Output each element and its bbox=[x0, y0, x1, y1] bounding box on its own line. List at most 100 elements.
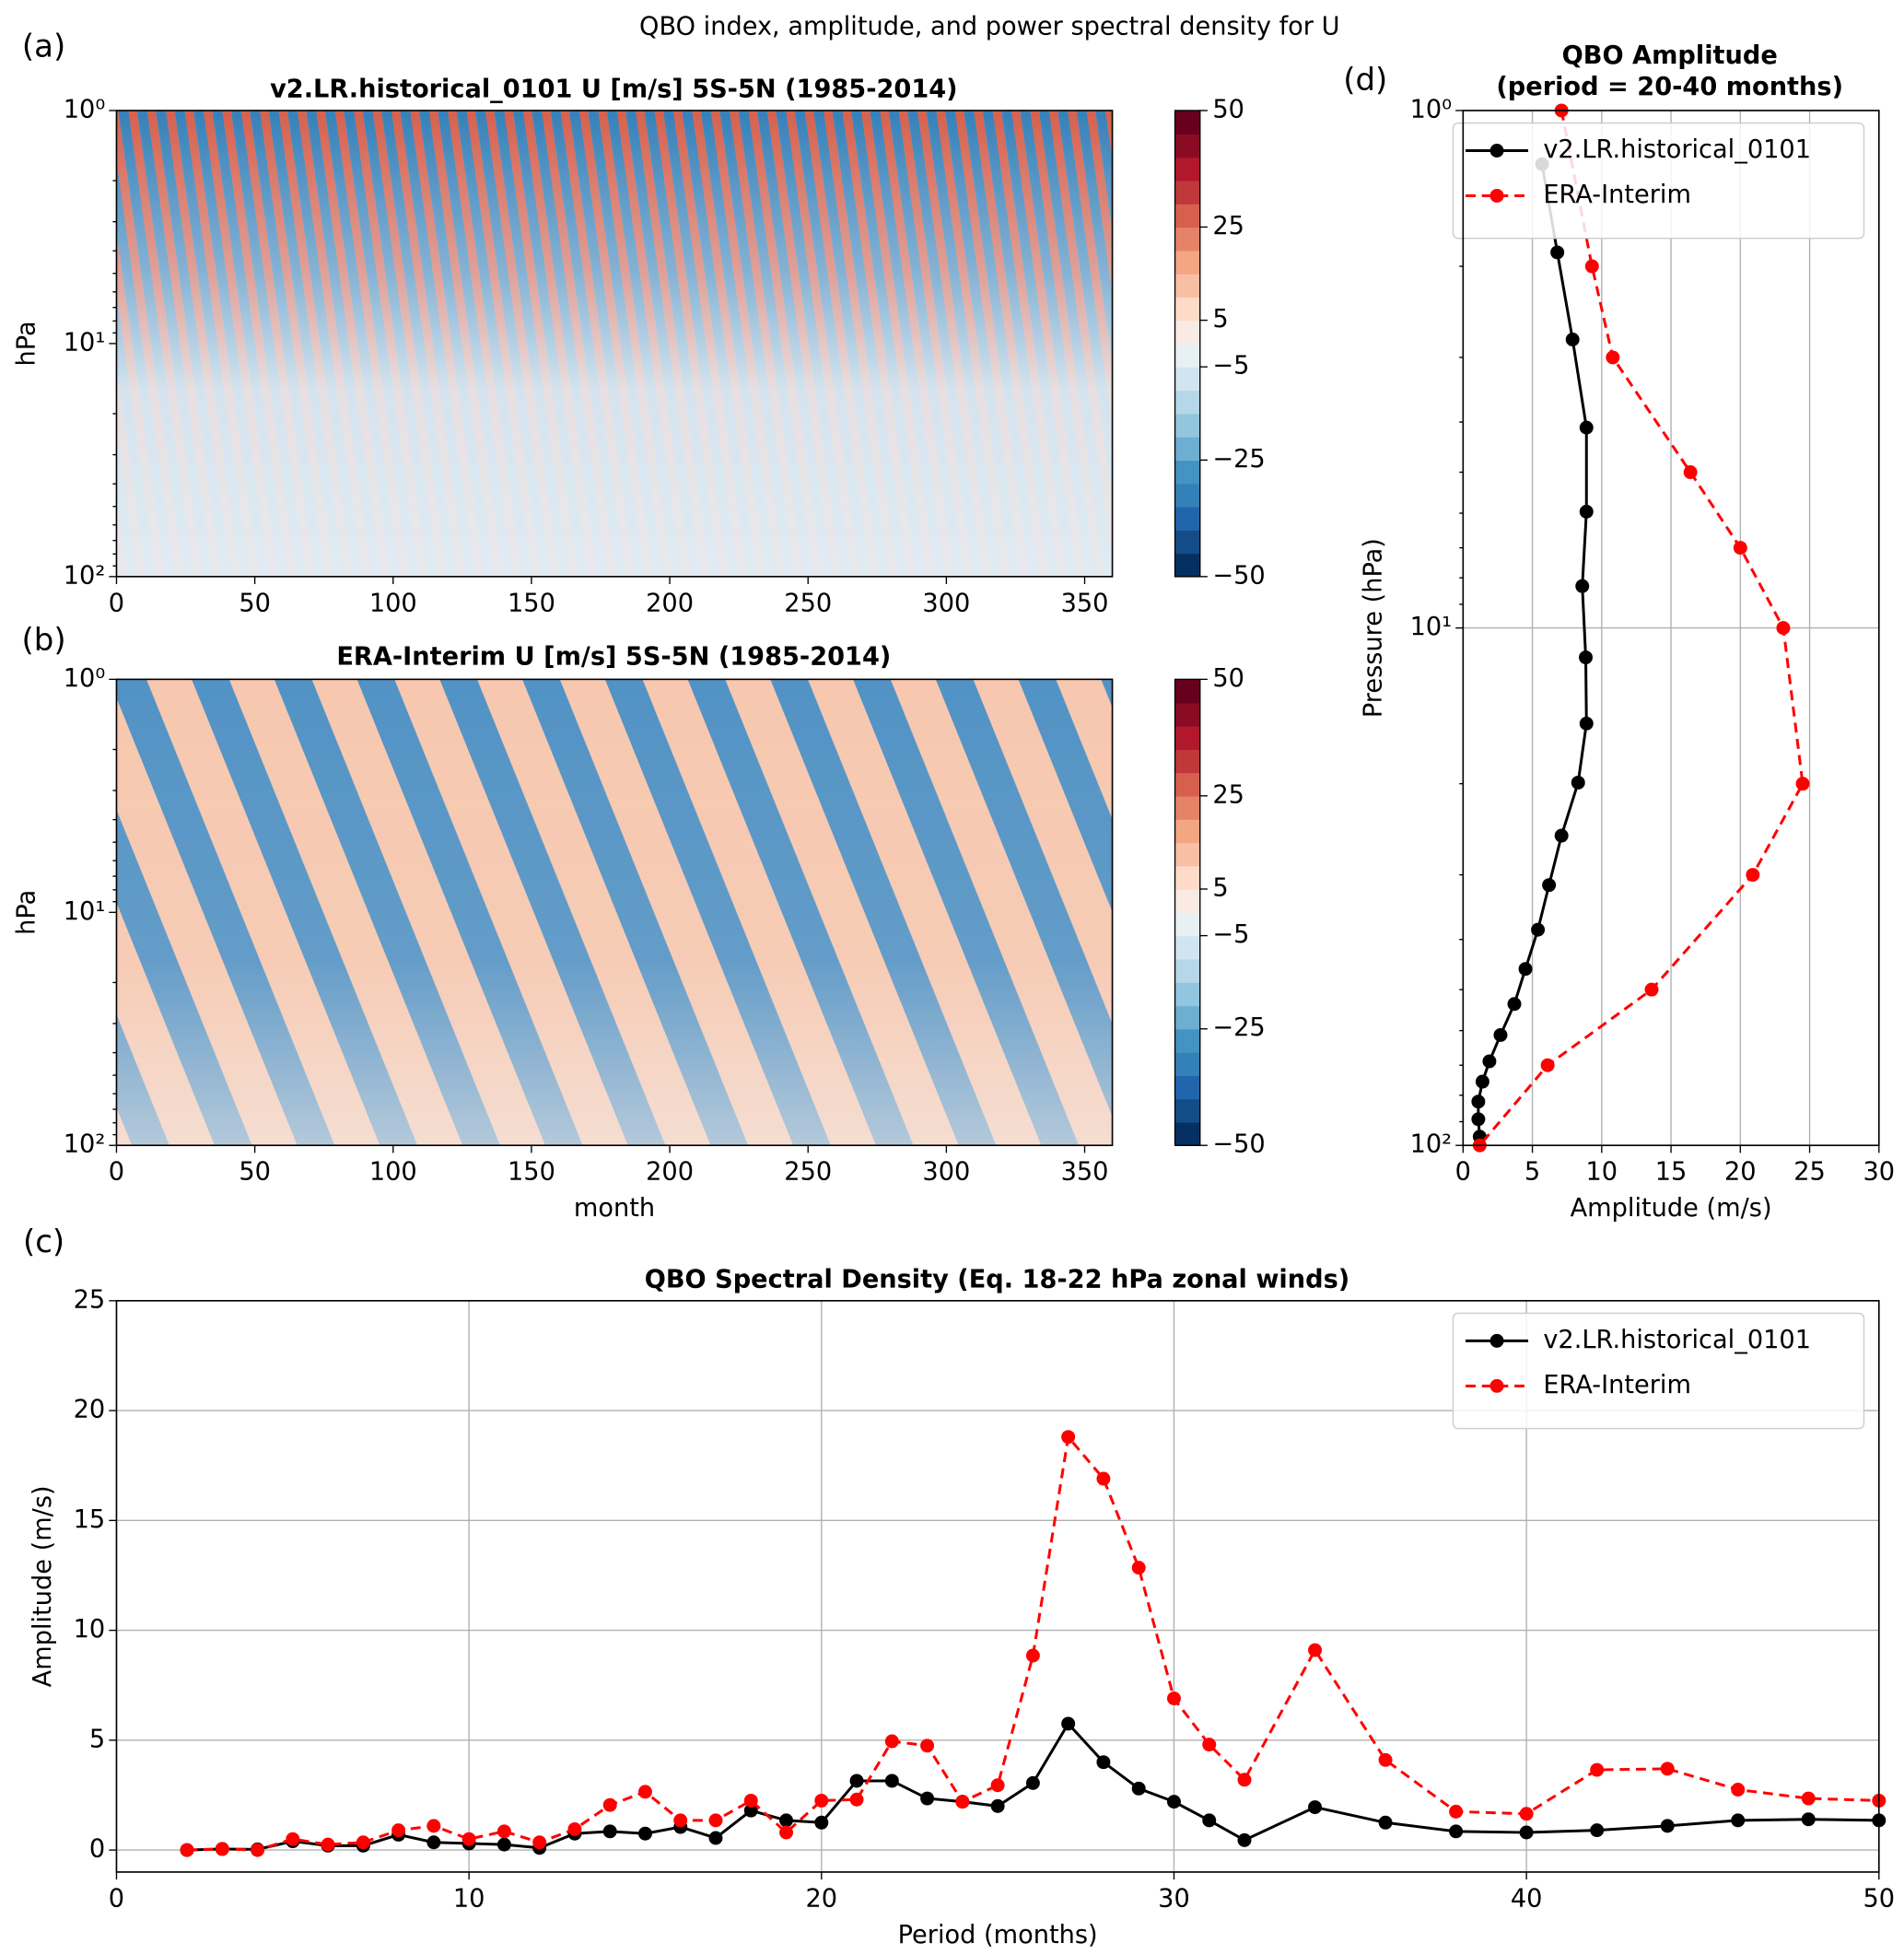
axes-frame bbox=[115, 110, 1114, 578]
x-tick-label: 10 bbox=[1586, 1158, 1618, 1187]
data-point bbox=[637, 1785, 652, 1799]
colorbar-band bbox=[1174, 390, 1200, 415]
colorbar-band bbox=[1174, 553, 1200, 578]
data-point bbox=[637, 1826, 652, 1841]
y-tick-label: 10² bbox=[1410, 1130, 1453, 1159]
data-point bbox=[1579, 504, 1594, 519]
data-point bbox=[1378, 1752, 1393, 1767]
field-shading bbox=[116, 110, 1113, 577]
data-point bbox=[1554, 828, 1569, 843]
data-point bbox=[1731, 1813, 1746, 1828]
chart-title: v2.LR.historical_0101 U [m/s] 5S-5N (198… bbox=[270, 76, 958, 104]
colorbar-band bbox=[1174, 958, 1200, 983]
colorbar-band bbox=[1174, 297, 1200, 322]
chart-title: QBO Spectral Density (Eq. 18-22 hPa zona… bbox=[645, 1266, 1349, 1294]
data-point bbox=[1131, 1561, 1146, 1575]
data-point bbox=[1746, 868, 1760, 883]
data-point bbox=[1565, 332, 1580, 346]
x-tick-label: 300 bbox=[922, 1158, 970, 1187]
colorbar-tick-label: 5 bbox=[1212, 873, 1228, 902]
legend-label: ERA-Interim bbox=[1543, 181, 1691, 209]
data-point bbox=[1471, 1112, 1486, 1127]
colorbar-band bbox=[1174, 865, 1200, 890]
data-point bbox=[1378, 1815, 1393, 1830]
data-point bbox=[1644, 982, 1659, 997]
data-point bbox=[496, 1837, 511, 1852]
y-tick-label: 25 bbox=[74, 1285, 106, 1314]
colorbar-band bbox=[1174, 935, 1200, 960]
x-tick-label: 200 bbox=[646, 589, 694, 617]
data-point bbox=[1550, 245, 1565, 260]
y-axis-label: hPa bbox=[12, 321, 41, 366]
colorbar-band bbox=[1174, 157, 1200, 181]
colorbar-band bbox=[1174, 320, 1200, 345]
y-tick-label: 10¹ bbox=[64, 328, 106, 357]
colorbar-tick-label: −50 bbox=[1212, 1130, 1265, 1159]
data-point bbox=[1795, 777, 1810, 791]
colorbar-band bbox=[1174, 110, 1200, 135]
y-tick-label: 10 bbox=[74, 1615, 106, 1644]
x-tick-label: 5 bbox=[1524, 1158, 1540, 1187]
data-point bbox=[1025, 1775, 1040, 1790]
legend-label: ERA-Interim bbox=[1543, 1371, 1691, 1399]
data-point bbox=[814, 1815, 829, 1830]
data-point bbox=[1025, 1648, 1040, 1663]
colorbar-band bbox=[1174, 1052, 1200, 1077]
legend-marker bbox=[1489, 1333, 1504, 1348]
data-point bbox=[1801, 1791, 1816, 1806]
y-axis-label: Amplitude (m/s) bbox=[29, 1485, 57, 1687]
colorbar-frame bbox=[1174, 110, 1201, 578]
legend-marker bbox=[1489, 188, 1504, 203]
colorbar-band bbox=[1174, 413, 1200, 438]
x-tick-label: 50 bbox=[1863, 1884, 1895, 1913]
data-point bbox=[990, 1798, 1005, 1813]
data-point bbox=[1579, 716, 1594, 731]
data-point bbox=[1590, 1823, 1605, 1838]
data-point bbox=[1590, 1762, 1605, 1777]
x-tick-label: 15 bbox=[1655, 1158, 1688, 1187]
x-tick-label: 150 bbox=[508, 1158, 555, 1187]
panel-label: (a) bbox=[22, 28, 65, 64]
data-point bbox=[779, 1813, 794, 1828]
data-point bbox=[1308, 1643, 1323, 1657]
data-point bbox=[814, 1793, 829, 1808]
data-point bbox=[708, 1813, 723, 1828]
data-point bbox=[1308, 1800, 1323, 1815]
colorbar-tick-label: 25 bbox=[1212, 780, 1244, 809]
data-point bbox=[1660, 1819, 1675, 1833]
data-point bbox=[391, 1823, 406, 1838]
x-axis-label: month bbox=[574, 1194, 655, 1223]
data-point bbox=[215, 1842, 229, 1856]
legend-box bbox=[1452, 122, 1865, 240]
x-tick-label: 150 bbox=[508, 589, 555, 617]
x-tick-label: 30 bbox=[1158, 1884, 1190, 1913]
colorbar-tick-label: 5 bbox=[1212, 305, 1228, 334]
data-point bbox=[884, 1774, 899, 1788]
x-tick-label: 250 bbox=[784, 589, 832, 617]
data-point bbox=[955, 1795, 970, 1809]
colorbar-tick-label: 50 bbox=[1212, 95, 1244, 123]
colorbar-band bbox=[1174, 702, 1200, 727]
data-point bbox=[1237, 1832, 1252, 1847]
x-tick-label: 250 bbox=[784, 1158, 832, 1187]
data-point bbox=[1482, 1054, 1497, 1069]
x-tick-label: 0 bbox=[109, 1884, 124, 1913]
colorbar-band bbox=[1174, 274, 1200, 298]
data-point bbox=[1096, 1471, 1111, 1486]
data-point bbox=[426, 1835, 441, 1850]
data-point bbox=[1579, 650, 1593, 665]
data-point bbox=[1542, 878, 1557, 893]
data-point bbox=[602, 1824, 617, 1839]
x-axis-label: Amplitude (m/s) bbox=[1571, 1194, 1772, 1223]
colorbar-band bbox=[1174, 1075, 1200, 1100]
x-tick-label: 50 bbox=[239, 589, 271, 617]
data-point bbox=[1202, 1813, 1217, 1828]
field-shading bbox=[116, 679, 1113, 1146]
x-tick-label: 100 bbox=[369, 1158, 417, 1187]
colorbar-band bbox=[1174, 1098, 1200, 1123]
data-point bbox=[567, 1821, 582, 1836]
data-point bbox=[884, 1734, 899, 1749]
axes-frame bbox=[115, 678, 1114, 1147]
data-point bbox=[1571, 775, 1585, 790]
x-tick-label: 50 bbox=[239, 1158, 271, 1187]
